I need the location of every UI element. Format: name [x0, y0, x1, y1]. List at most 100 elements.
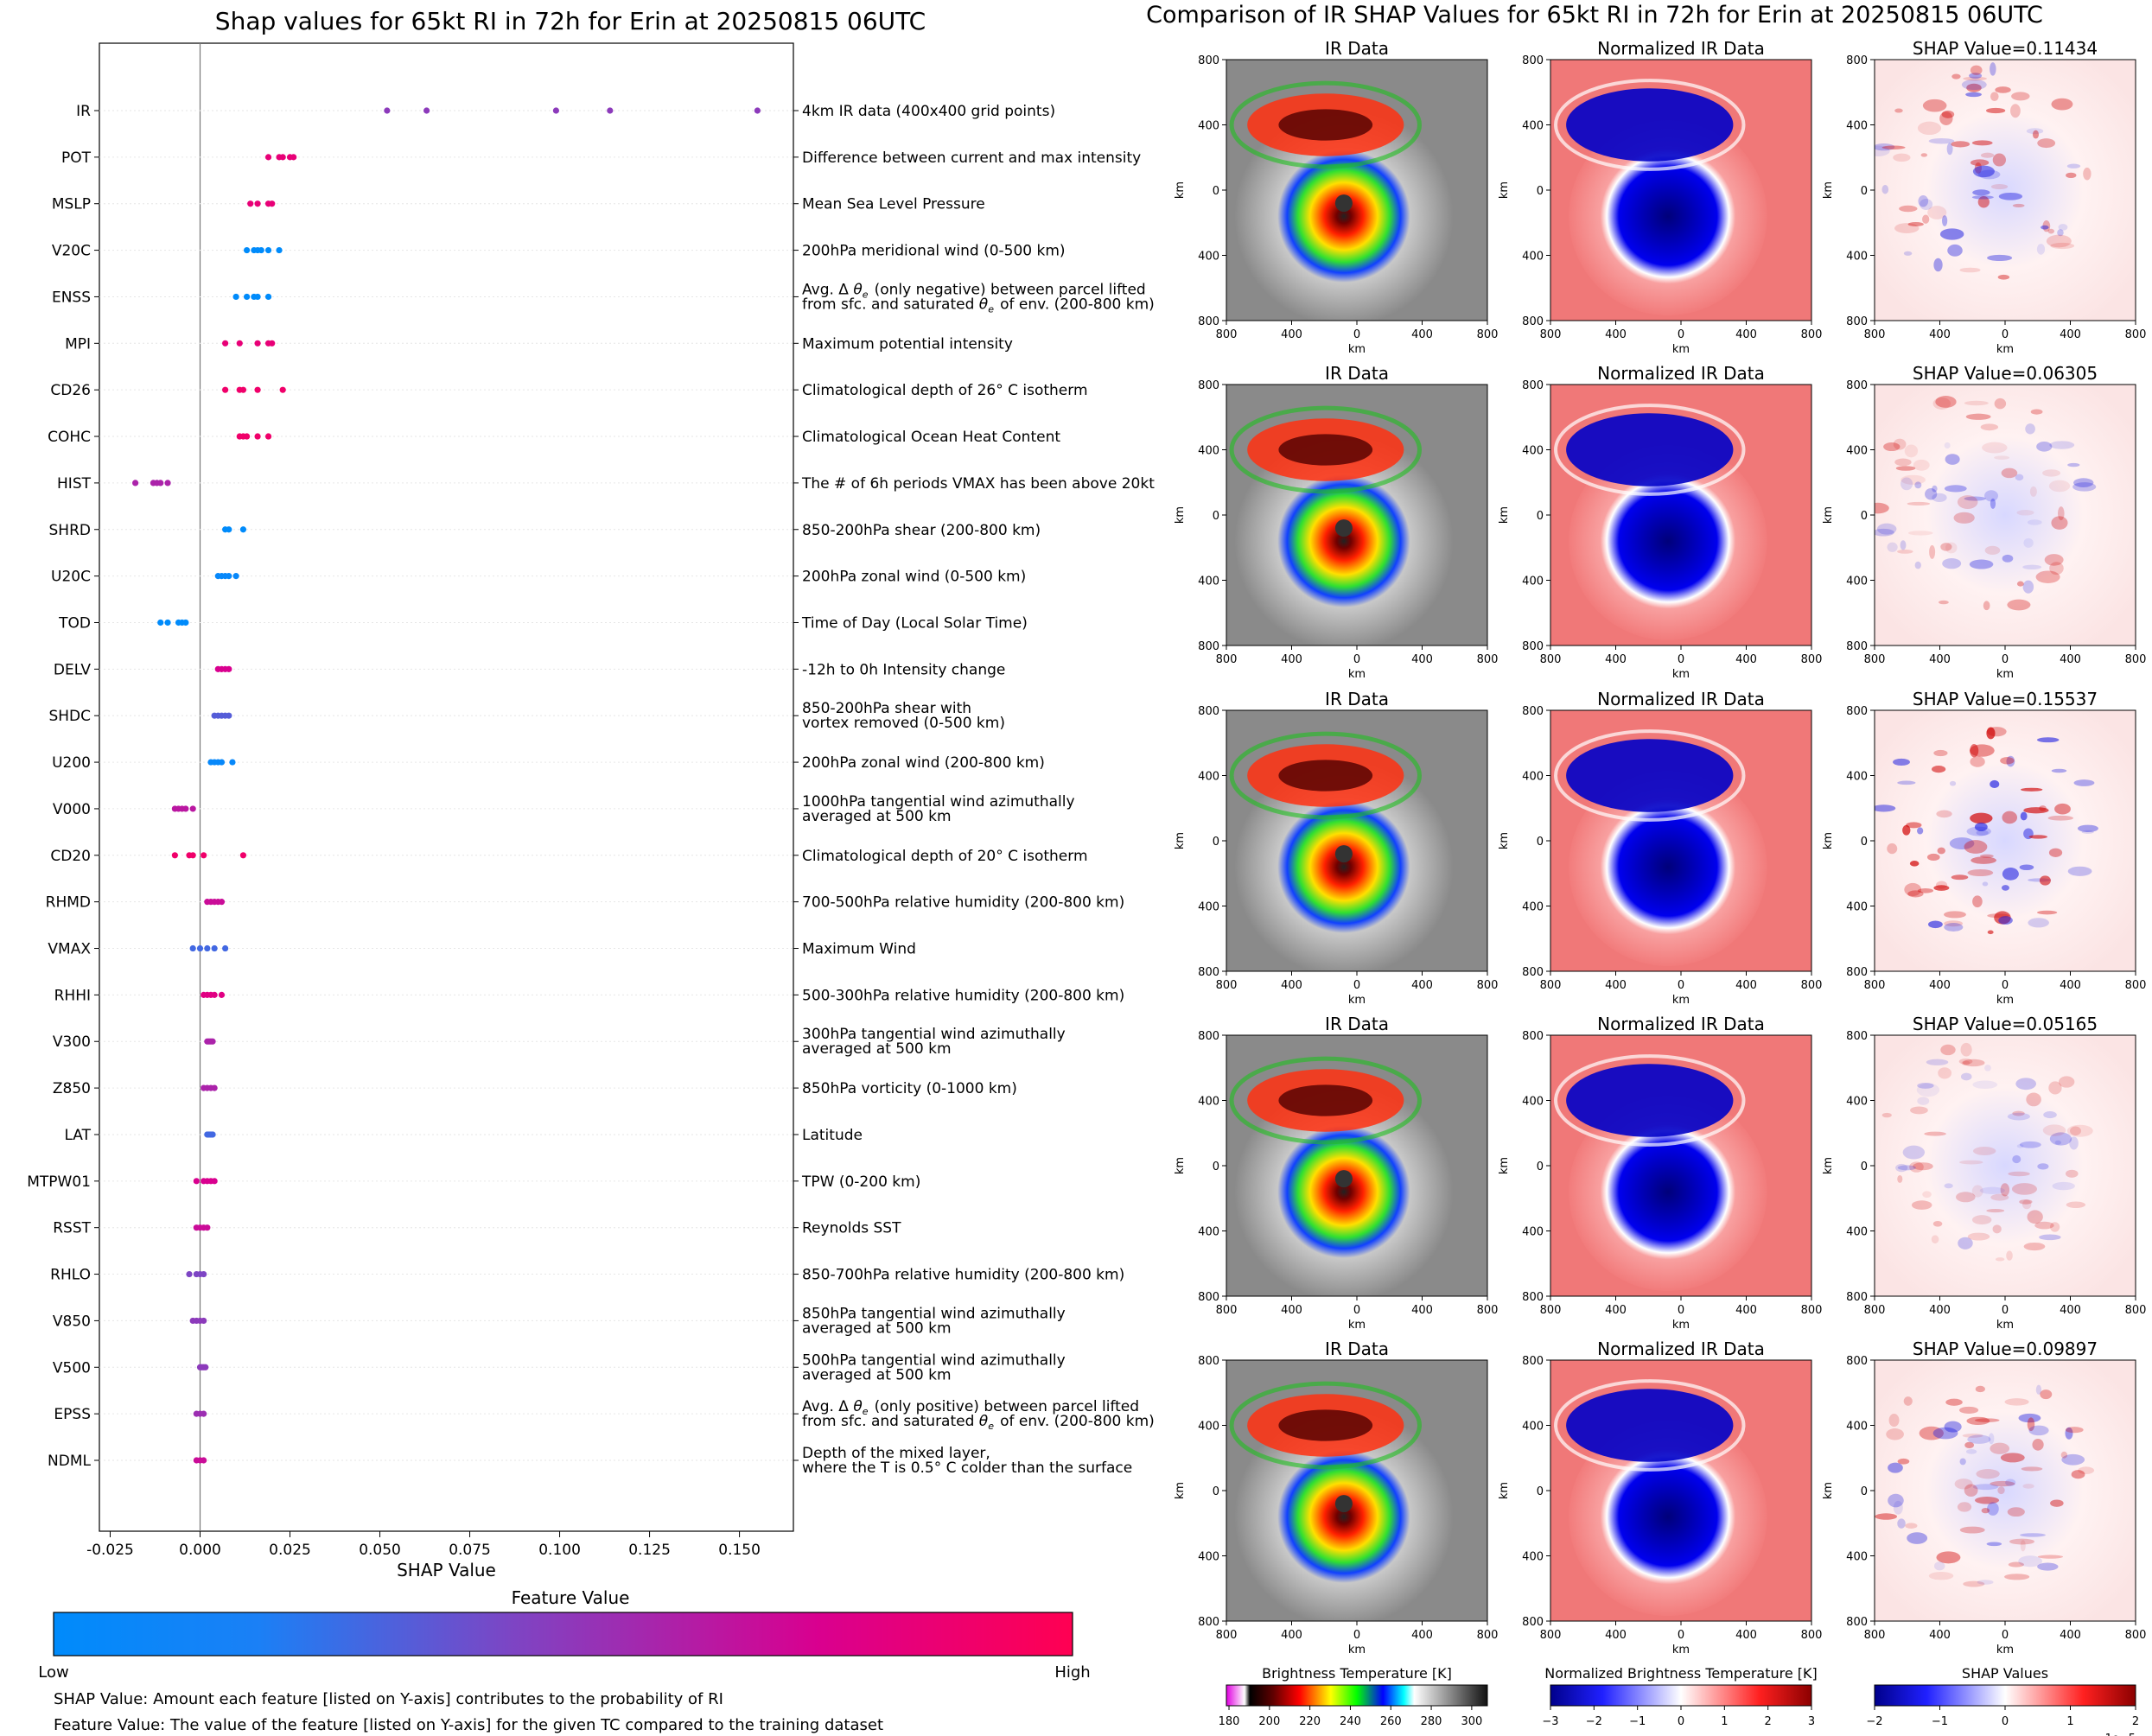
colorbar-tick-label: 1 [1721, 1715, 1728, 1728]
feature-label: V000 [53, 801, 91, 818]
shap-point [209, 1038, 216, 1045]
xtick-label: 0 [1353, 979, 1360, 992]
panel-title: SHAP Value=0.09897 [1913, 1339, 2098, 1359]
shap-point [254, 340, 261, 347]
xtick-label: 800 [1216, 653, 1238, 666]
right-title: Comparison of IR SHAP Values for 65kt RI… [1146, 2, 2043, 29]
shap-point [204, 1224, 211, 1231]
ytick-label: 800 [1522, 1030, 1544, 1043]
ytick-label: 400 [1198, 1226, 1219, 1239]
colorbar-high-label: High [1054, 1663, 1090, 1682]
colorbar-tick-label: −1 [1932, 1715, 1948, 1728]
xtick-label: 0 [1678, 328, 1684, 341]
shap-point [209, 1131, 216, 1138]
xtick-label: 400 [1281, 1629, 1302, 1642]
feature-description: Climatological depth of 20° C isotherm [802, 848, 1088, 865]
colorbar-tick-label: 280 [1421, 1715, 1442, 1728]
shap-point [171, 852, 178, 859]
panel-title: Normalized IR Data [1597, 363, 1765, 384]
feature-description: Latitude [802, 1127, 863, 1144]
shap-point [254, 293, 261, 301]
xtick-label: 400 [2060, 1304, 2081, 1317]
shap-point [189, 805, 196, 812]
x-axis-label: km [1672, 994, 1690, 1007]
shap-point [290, 154, 297, 161]
shap-point [607, 107, 614, 114]
ytick-label: 0 [1537, 1161, 1544, 1173]
feature-label: V850 [53, 1313, 91, 1330]
xtick-label: 400 [1929, 979, 1951, 992]
feature-label: V300 [53, 1033, 91, 1051]
ytick-label: 0 [1861, 1161, 1868, 1173]
norm-panel: 80080040040000400400800800kmkmNormalized… [1498, 1339, 1822, 1657]
feature-description: Maximum Wind [802, 941, 916, 958]
shap-point [384, 107, 391, 114]
xtick-label: 800 [2125, 1304, 2147, 1317]
x-axis-label: km [1348, 994, 1366, 1007]
xtick-label: 800 [2125, 979, 2147, 992]
ytick-label: 800 [1522, 54, 1544, 67]
norm-panel: 80080040040000400400800800kmkmNormalized… [1498, 1014, 1822, 1332]
ytick-label: 400 [1198, 120, 1219, 133]
feature-description: vortex removed (0-500 km) [802, 715, 1005, 732]
colorbar-tick-label: −2 [1586, 1715, 1602, 1728]
shap-point [232, 293, 239, 301]
feature-description: Avg. Δ θe (only negative) between parcel… [802, 281, 1146, 300]
xtick-label: 800 [1216, 328, 1238, 341]
shap-point [232, 573, 239, 580]
xtick-label: 800 [1216, 1629, 1238, 1642]
shap-point [182, 805, 189, 812]
shap-point [218, 991, 226, 998]
feature-label: CD26 [50, 382, 91, 399]
shap-point [157, 619, 164, 626]
ytick-label: 0 [1861, 836, 1868, 849]
x-axis-label: km [1996, 994, 2014, 1007]
feature-label: MPI [65, 335, 91, 353]
colorbar-tick-label: 3 [1808, 1715, 1815, 1728]
colorbar-tick-label: 260 [1380, 1715, 1402, 1728]
shap-point [254, 386, 261, 393]
xtick-label: 800 [1477, 1304, 1499, 1317]
xtick-label: 400 [1605, 1629, 1627, 1642]
feature-label: HIST [57, 475, 92, 493]
ytick-label: 400 [1198, 901, 1219, 914]
ytick-label: 800 [1198, 315, 1219, 328]
xtick-label: 0.100 [538, 1542, 581, 1559]
feature-description: from sfc. and saturated θe of env. (200-… [802, 1413, 1155, 1432]
panel-title: IR Data [1325, 363, 1389, 384]
feature-description: 850hPa tangential wind azimuthally [802, 1305, 1066, 1322]
feature-description: The # of 6h periods VMAX has been above … [801, 475, 1155, 493]
colorbar-tick-label: −2 [1866, 1715, 1882, 1728]
y-axis-label: km [1498, 1157, 1511, 1174]
xtick-label: 800 [1864, 1304, 1886, 1317]
ytick-label: 0 [1213, 1485, 1219, 1498]
xtick-label: 800 [1540, 979, 1562, 992]
shap-point [254, 433, 261, 440]
xtick-label: 800 [1216, 979, 1238, 992]
ir-colorbars: Brightness Temperature [K]180 200 220 240 26… [1219, 1665, 2140, 1736]
feature-description: 700-500hPa relative humidity (200-800 km… [802, 894, 1124, 912]
xtick-label: 800 [1801, 328, 1823, 341]
feature-description: TPW (0-200 km) [801, 1173, 920, 1191]
shap-point [258, 246, 264, 254]
ytick-label: 400 [1846, 1551, 1868, 1564]
ytick-label: 0 [1213, 1161, 1219, 1173]
feature-label: MSLP [52, 196, 91, 213]
shap-point [132, 480, 139, 486]
ytick-label: 800 [1198, 966, 1219, 979]
xtick-label: 400 [2060, 979, 2081, 992]
xtick-label: 800 [2125, 1629, 2147, 1642]
ytick-label: 800 [1198, 1030, 1219, 1043]
x-axis-label: km [1672, 1319, 1690, 1332]
ytick-label: 800 [1846, 1291, 1868, 1304]
xtick-label: 0.025 [269, 1542, 311, 1559]
feature-description: 850-200hPa shear (200-800 km) [802, 522, 1041, 539]
y-axis-label: km [1498, 1482, 1511, 1499]
xtick-label: 400 [1281, 1304, 1302, 1317]
ytick-label: 800 [1522, 705, 1544, 718]
shap-point [226, 573, 232, 580]
x-axis-label: km [1996, 1319, 2014, 1332]
xtick-label: 0 [2002, 979, 2009, 992]
ytick-label: 800 [1846, 315, 1868, 328]
x-axis-label: km [1996, 343, 2014, 356]
